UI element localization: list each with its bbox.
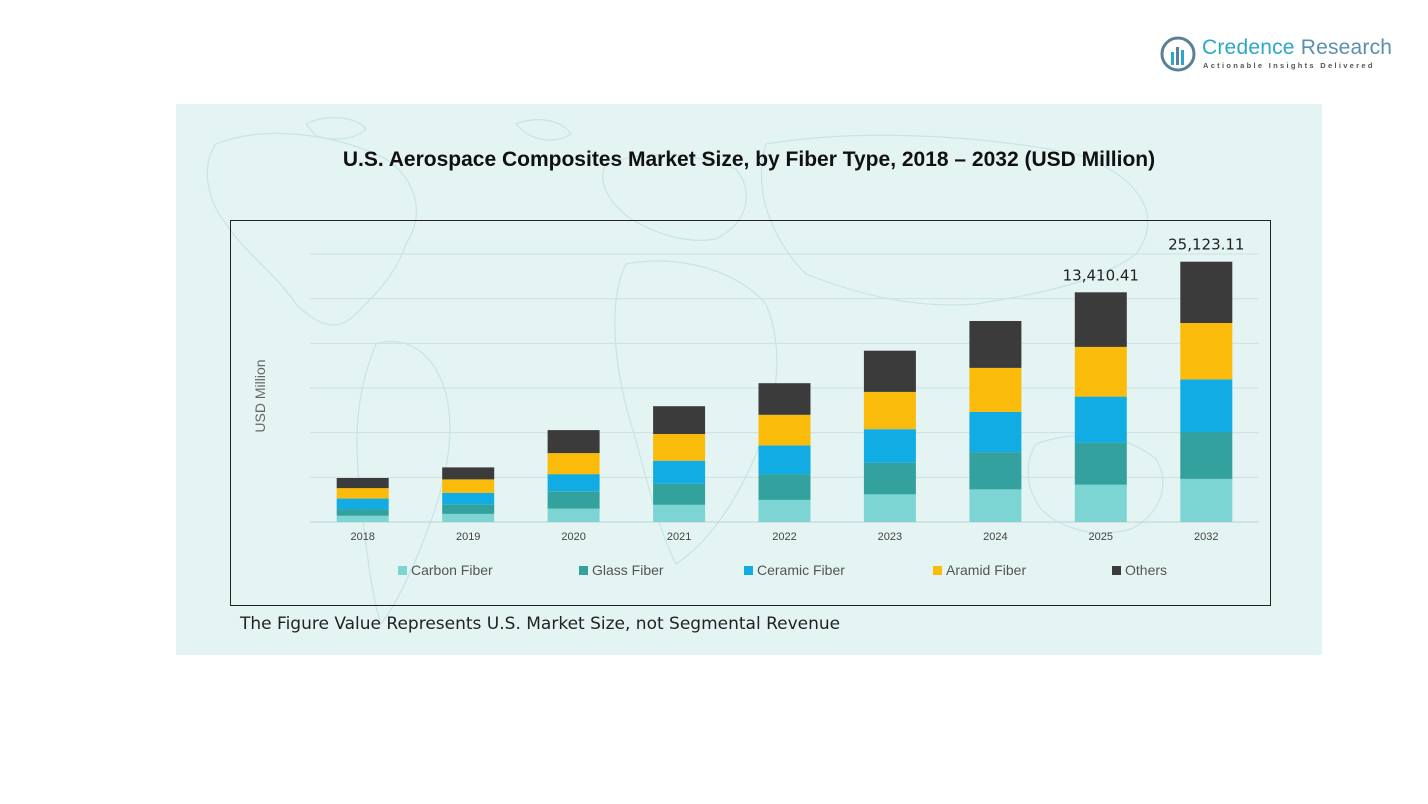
logo-mark-icon bbox=[1160, 36, 1196, 72]
bar-segment-others-2023 bbox=[863, 350, 916, 392]
bar-segment-glass-fiber-2025 bbox=[1074, 442, 1127, 485]
bar-segment-ceramic-fiber-2024 bbox=[969, 411, 1022, 453]
legend-label-carbon-fiber: Carbon Fiber bbox=[411, 562, 493, 578]
bar-segment-glass-fiber-2019 bbox=[442, 504, 495, 514]
x-tick-label: 2025 bbox=[1089, 531, 1113, 543]
bar-segment-ceramic-fiber-2022 bbox=[758, 445, 811, 475]
brand-name-part1: Credence bbox=[1202, 36, 1295, 59]
legend-label-ceramic-fiber: Ceramic Fiber bbox=[757, 562, 845, 578]
x-tick-label: 2022 bbox=[772, 531, 796, 543]
bar-segment-others-2022 bbox=[758, 383, 811, 415]
legend-label-glass-fiber: Glass Fiber bbox=[592, 562, 664, 578]
legend-label-aramid-fiber: Aramid Fiber bbox=[946, 562, 1026, 578]
bar-segment-others-2032 bbox=[1180, 261, 1233, 323]
stacked-bar-chart: 2018 2019 2020 2021 2022 2023 2024 2025 13,410.4… bbox=[310, 236, 1259, 578]
bar-segment-ceramic-fiber-2019 bbox=[442, 492, 495, 505]
legend-swatch-others bbox=[1112, 566, 1121, 575]
legend-swatch-aramid-fiber bbox=[933, 566, 942, 575]
brand-tagline: Actionable Insights Delivered bbox=[1203, 61, 1375, 70]
data-label: 25,123.11 bbox=[1168, 236, 1244, 254]
bar-segment-glass-fiber-2018 bbox=[336, 509, 389, 516]
x-tick-label: 2023 bbox=[878, 531, 902, 543]
x-tick-label: 2032 bbox=[1194, 531, 1218, 543]
bar-segment-aramid-fiber-2025 bbox=[1074, 346, 1127, 397]
bar-segment-carbon-fiber-2024 bbox=[969, 489, 1022, 522]
bar-segment-glass-fiber-2023 bbox=[863, 462, 916, 495]
bar-segment-others-2021 bbox=[653, 406, 706, 434]
bar-segment-ceramic-fiber-2032 bbox=[1180, 379, 1233, 432]
x-tick-label: 2024 bbox=[983, 531, 1007, 543]
bar-segment-others-2025 bbox=[1074, 292, 1127, 347]
bar-segment-glass-fiber-2021 bbox=[653, 483, 706, 505]
bar-segment-carbon-fiber-2020 bbox=[547, 508, 600, 522]
chart-card: U.S. Aerospace Composites Market Size, b… bbox=[176, 104, 1322, 655]
bar-segment-carbon-fiber-2022 bbox=[758, 500, 811, 522]
bar-segment-carbon-fiber-2023 bbox=[863, 494, 916, 522]
brand-name-part2: Research bbox=[1300, 36, 1393, 59]
bar-segment-aramid-fiber-2024 bbox=[969, 367, 1022, 412]
bar-segment-others-2024 bbox=[969, 321, 1022, 368]
bar-segment-aramid-fiber-2023 bbox=[863, 391, 916, 430]
bar-segment-aramid-fiber-2020 bbox=[547, 453, 600, 475]
legend-swatch-glass-fiber bbox=[579, 566, 588, 575]
x-tick-label: 2021 bbox=[667, 531, 691, 543]
bar-segment-ceramic-fiber-2018 bbox=[336, 498, 389, 510]
data-label: 13,410.41 bbox=[1063, 266, 1139, 284]
legend-swatch-carbon-fiber bbox=[398, 566, 407, 575]
bar-segment-ceramic-fiber-2020 bbox=[547, 474, 600, 492]
footnote: The Figure Value Represents U.S. Market … bbox=[240, 614, 841, 634]
bar-segment-aramid-fiber-2018 bbox=[336, 488, 389, 499]
bar-segment-carbon-fiber-2021 bbox=[653, 504, 706, 522]
bar-segment-others-2018 bbox=[336, 478, 389, 489]
x-tick-label: 2018 bbox=[350, 531, 374, 543]
legend-swatch-ceramic-fiber bbox=[744, 566, 753, 575]
x-tick-label: 2020 bbox=[561, 531, 585, 543]
bar-segment-others-2019 bbox=[442, 467, 495, 480]
plot-area-border bbox=[230, 220, 1271, 606]
bar-segment-carbon-fiber-2025 bbox=[1074, 484, 1127, 522]
bar-segment-others-2020 bbox=[547, 430, 600, 454]
bar-segment-glass-fiber-2032 bbox=[1180, 432, 1233, 479]
x-tick-label: 2019 bbox=[456, 531, 480, 543]
bar-segment-aramid-fiber-2019 bbox=[442, 479, 495, 493]
bar-segment-ceramic-fiber-2025 bbox=[1074, 396, 1127, 443]
legend-label-others: Others bbox=[1125, 562, 1167, 578]
bar-segment-carbon-fiber-2019 bbox=[442, 513, 495, 522]
bar-segment-aramid-fiber-2022 bbox=[758, 414, 811, 446]
bar-segment-carbon-fiber-2032 bbox=[1180, 478, 1233, 522]
bar-segment-glass-fiber-2020 bbox=[547, 491, 600, 509]
brand-name: Credence Research bbox=[1202, 36, 1392, 60]
bar-segment-ceramic-fiber-2021 bbox=[653, 460, 706, 484]
bar-segment-aramid-fiber-2021 bbox=[653, 433, 706, 461]
bar-segment-ceramic-fiber-2023 bbox=[863, 429, 916, 463]
chart-title: U.S. Aerospace Composites Market Size, b… bbox=[342, 148, 1156, 171]
bar-segment-glass-fiber-2022 bbox=[758, 474, 811, 500]
brand-logo: Credence Research Actionable Insights De… bbox=[1160, 34, 1400, 74]
bar-segment-glass-fiber-2024 bbox=[969, 452, 1022, 490]
bar-segment-aramid-fiber-2032 bbox=[1180, 322, 1233, 380]
bar-segment-carbon-fiber-2018 bbox=[336, 515, 389, 522]
